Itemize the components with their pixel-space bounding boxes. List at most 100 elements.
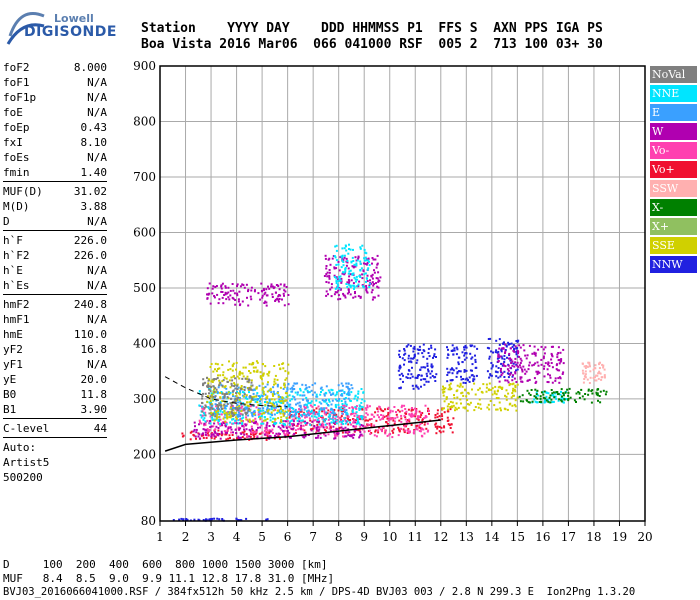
echo-point-x-	[562, 392, 565, 395]
echo-point-w	[371, 262, 373, 265]
echo-point-sse	[231, 369, 234, 372]
echo-point-sse	[276, 391, 279, 394]
echo-point-sse	[270, 411, 273, 414]
echo-point-noval	[249, 388, 252, 391]
echo-point-sse	[443, 388, 445, 391]
echo-point-nnw	[457, 363, 460, 366]
echo-point-w	[227, 296, 230, 299]
echo-point-sse	[231, 364, 234, 367]
echo-point-e	[292, 411, 295, 413]
echo-point-vo-	[414, 413, 417, 416]
echo-point-vo-	[206, 419, 209, 422]
echo-point-sse	[273, 398, 276, 401]
echo-point-nne	[557, 399, 560, 402]
echo-point-w	[562, 348, 565, 351]
param-row: hmE 110.0	[3, 327, 107, 342]
echo-point-vo-	[288, 407, 291, 410]
echo-point-w	[272, 424, 275, 427]
echo-point-ssw	[582, 372, 585, 375]
echo-point-vo-	[387, 413, 390, 416]
echo-point-w	[250, 298, 253, 301]
echo-point-e	[345, 413, 348, 416]
echo-point-nne	[336, 391, 338, 394]
echo-point-w	[542, 357, 545, 360]
echo-point-vo-	[277, 435, 280, 438]
echo-point-e	[302, 398, 305, 401]
echo-point-nnw	[513, 344, 516, 347]
echo-point-w	[289, 436, 292, 439]
echo-point-nnw	[464, 378, 467, 381]
echo-point-w	[328, 422, 331, 425]
echo-point-nnw	[424, 366, 427, 369]
echo-point-w	[528, 344, 531, 347]
echo-point-nnw	[460, 378, 463, 381]
echo-point-w	[328, 277, 331, 280]
echo-point-nne	[360, 415, 363, 417]
param-value: N/A	[87, 151, 107, 164]
echo-point-noval	[204, 392, 207, 395]
param-name: h`F2	[3, 249, 30, 262]
echo-point-nne	[282, 422, 285, 425]
echo-point-vo-	[357, 416, 360, 419]
echo-point-w	[233, 292, 236, 295]
echo-point-x-	[602, 389, 605, 392]
echo-point-vo-	[323, 411, 326, 414]
echo-point-x-	[540, 391, 543, 394]
echo-point-w	[501, 372, 504, 375]
echo-point-e	[331, 412, 334, 414]
echo-point-vo-	[392, 417, 395, 420]
echo-point-nne	[344, 270, 347, 273]
echo-point-w	[271, 296, 274, 298]
echo-point-nne	[357, 422, 359, 425]
echo-point-w	[368, 284, 371, 287]
echo-point-noval	[202, 383, 205, 386]
y-tick-label: 200	[133, 447, 156, 461]
echo-point-vo-	[405, 410, 408, 413]
echo-point-x-	[544, 397, 547, 400]
legend-item-w: W	[650, 123, 697, 140]
echo-point-noval	[251, 398, 254, 401]
echo-point-w	[268, 437, 271, 440]
echo-point-vo-	[385, 429, 387, 432]
echo-point-nne	[356, 399, 359, 402]
echo-point-w	[550, 358, 553, 361]
echo-point-nnw	[488, 376, 491, 379]
echo-point-nnw	[427, 347, 430, 350]
echo-point-nnw	[486, 370, 489, 373]
echo-point-w	[339, 256, 342, 259]
echo-point-vo-	[401, 404, 404, 407]
echo-point-nne	[554, 395, 557, 398]
echo-point-w	[328, 257, 331, 260]
echo-point-w	[532, 363, 535, 366]
echo-point-w	[337, 294, 340, 297]
echo-point-vo-	[361, 434, 364, 437]
echo-point-nnw	[430, 365, 433, 368]
echo-point-nne	[242, 416, 245, 419]
footer-muf: MUF 8.4 8.5 9.0 9.9 11.1 12.8 17.8 31.0 …	[3, 572, 335, 585]
echo-point-w	[522, 344, 525, 347]
echo-point-w	[325, 294, 328, 297]
echo-point-vo-	[398, 430, 401, 433]
echo-point-w	[270, 285, 273, 288]
echo-point-x-	[566, 388, 569, 391]
echo-point-nnw	[407, 373, 410, 376]
echo-point-x-	[528, 392, 531, 395]
echo-point-sse	[450, 405, 453, 408]
echo-point-noval	[246, 380, 249, 383]
echo-point-vo-	[237, 426, 240, 429]
echo-point-w	[250, 289, 253, 292]
echo-point-sse	[274, 418, 277, 421]
echo-point-vo-	[218, 433, 221, 435]
echo-point-vo-	[369, 433, 372, 435]
echo-point-noval	[201, 395, 204, 398]
echo-point-vo-	[401, 409, 404, 412]
echo-point-nnw	[471, 369, 473, 372]
echo-point-nne	[344, 397, 347, 399]
param-value: N/A	[87, 264, 107, 277]
parameter-panel: foF2 8.000 foF1 N/A foF1p N/A foE N/A foEp 0.43 fx…	[3, 60, 107, 485]
auto-scaling-text: 500200	[3, 471, 43, 484]
echo-point-w	[558, 381, 561, 384]
echo-point-sse	[272, 404, 275, 406]
auto-scaling-text: Auto:	[3, 441, 37, 454]
echo-point-w	[536, 361, 539, 364]
